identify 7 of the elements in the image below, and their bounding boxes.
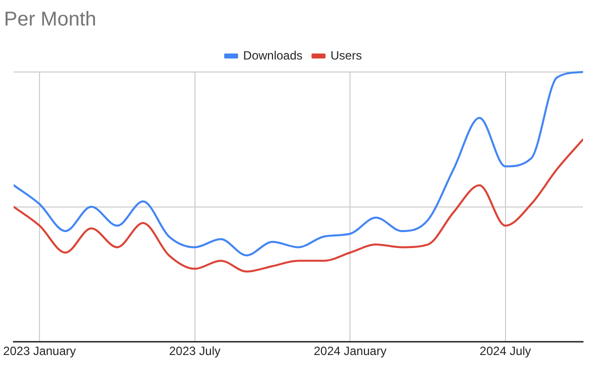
x-tick-label: 2024 January: [314, 344, 386, 358]
chart-title: Per Month: [4, 8, 96, 31]
legend-label: Downloads: [243, 48, 303, 62]
x-tick-label: 2024 July: [480, 344, 532, 358]
x-tick-label: 2023 July: [169, 344, 221, 358]
legend-label: Users: [330, 48, 362, 62]
x-tick-label: 2023 January: [3, 344, 76, 358]
